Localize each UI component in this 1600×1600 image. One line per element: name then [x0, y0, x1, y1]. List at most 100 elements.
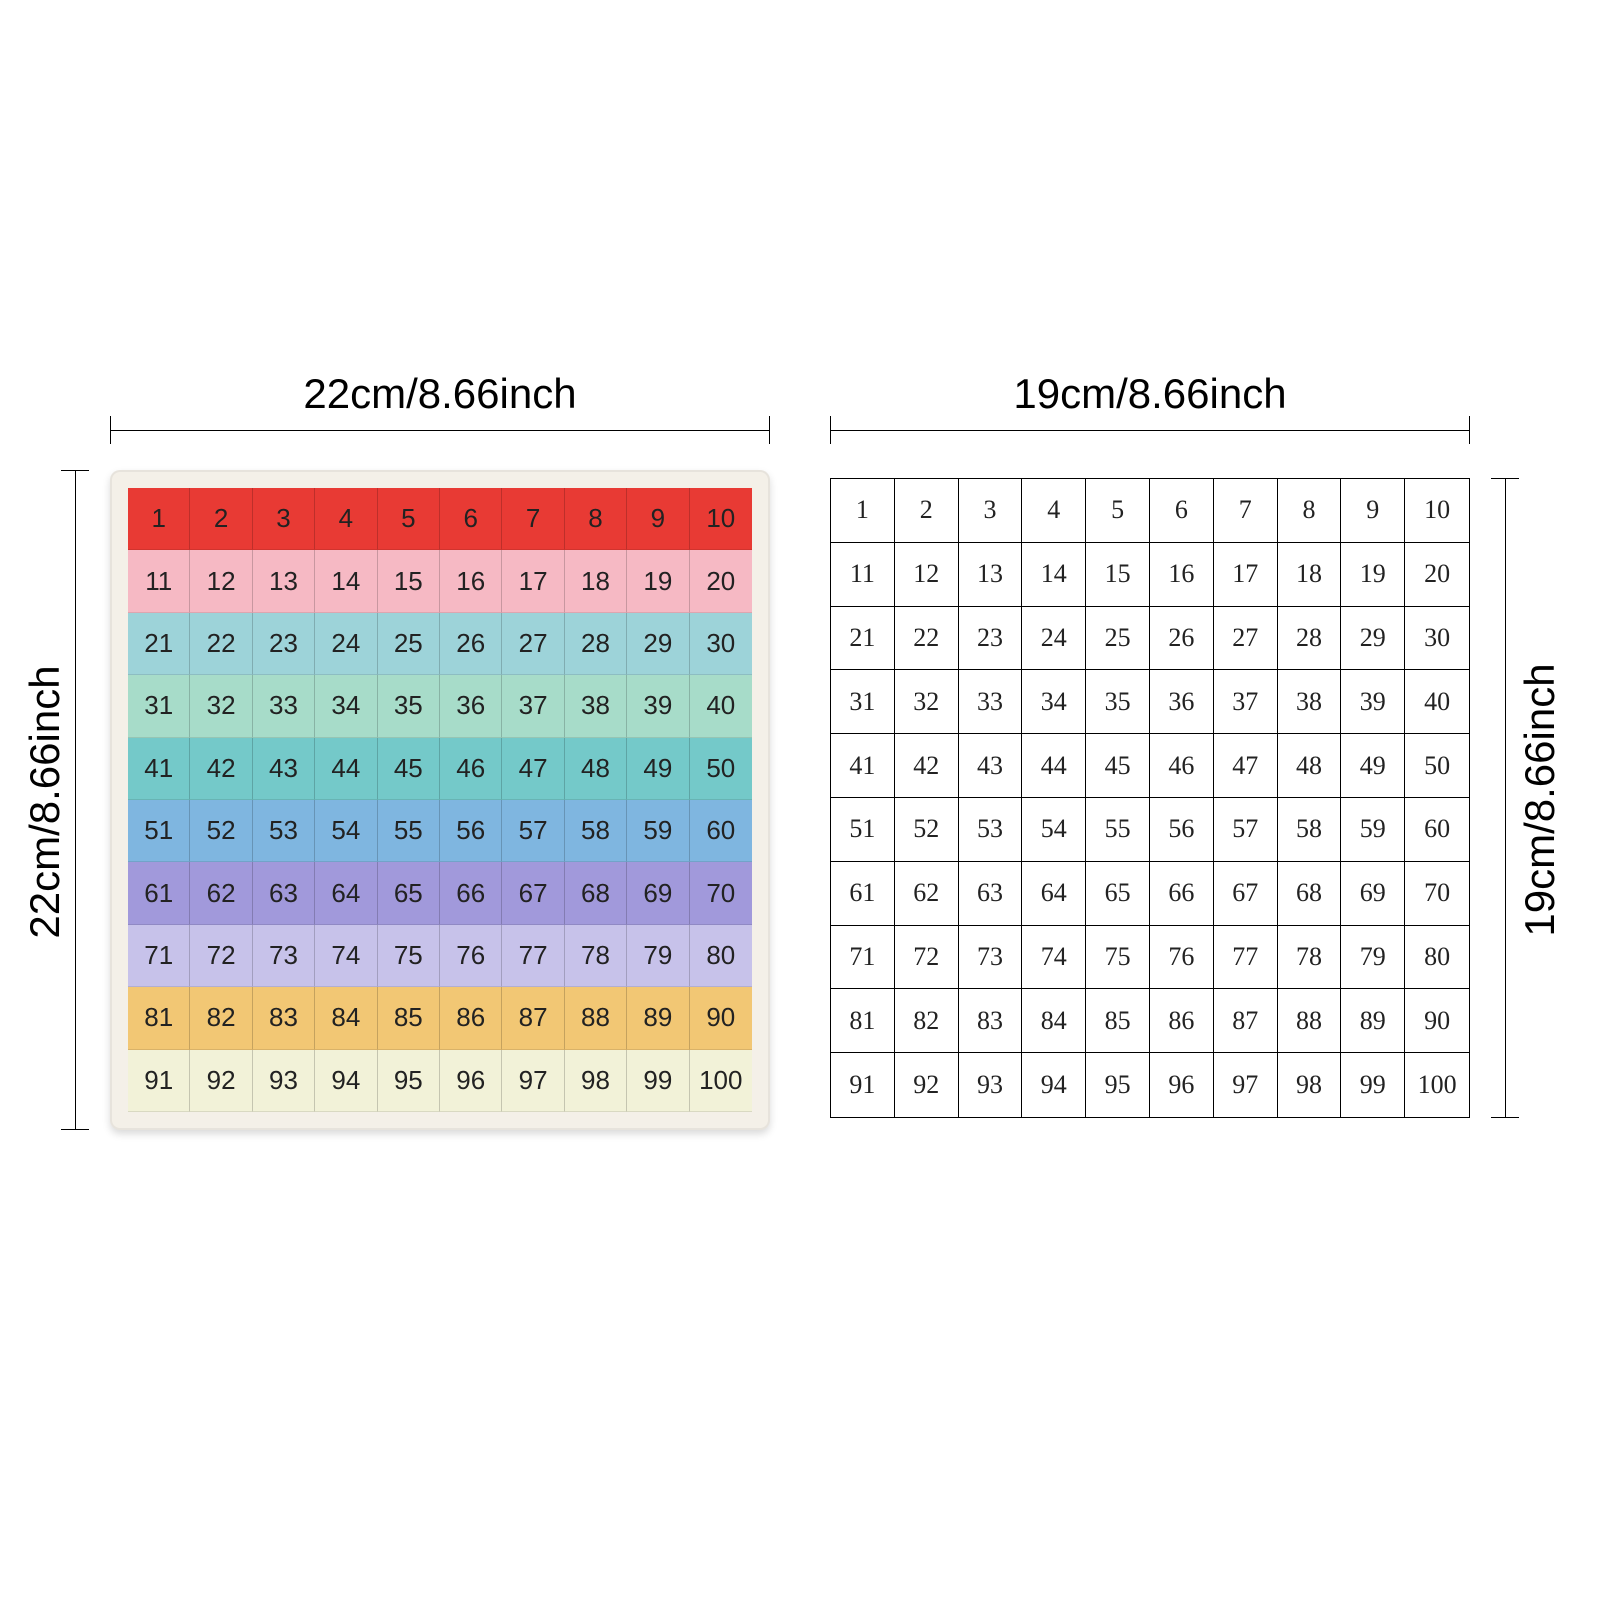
- cell: 69: [1341, 862, 1405, 926]
- tile: 13: [253, 550, 315, 612]
- cell: 74: [1022, 926, 1086, 990]
- tile: 28: [565, 613, 627, 675]
- cell: 49: [1341, 734, 1405, 798]
- tile: 11: [128, 550, 190, 612]
- tile: 73: [253, 925, 315, 987]
- tile: 76: [440, 925, 502, 987]
- tile: 86: [440, 987, 502, 1049]
- tile: 12: [190, 550, 252, 612]
- tile: 55: [378, 800, 440, 862]
- tile: 14: [315, 550, 377, 612]
- cell: 60: [1405, 798, 1469, 862]
- tile: 88: [565, 987, 627, 1049]
- cell: 81: [831, 989, 895, 1053]
- cell: 90: [1405, 989, 1469, 1053]
- boards-row: 1234567891011121314151617181920212223242…: [110, 470, 1490, 1130]
- cell: 100: [1405, 1053, 1469, 1117]
- tile: 32: [190, 675, 252, 737]
- cell: 14: [1022, 543, 1086, 607]
- cell: 97: [1214, 1053, 1278, 1117]
- tile: 61: [128, 862, 190, 924]
- tile: 99: [627, 1050, 689, 1112]
- cell: 95: [1086, 1053, 1150, 1117]
- tile: 77: [502, 925, 564, 987]
- cell: 82: [895, 989, 959, 1053]
- cell: 48: [1278, 734, 1342, 798]
- cell: 31: [831, 670, 895, 734]
- tile: 56: [440, 800, 502, 862]
- tile: 15: [378, 550, 440, 612]
- cell: 7: [1214, 479, 1278, 543]
- cell: 59: [1341, 798, 1405, 862]
- cell: 76: [1150, 926, 1214, 990]
- tile: 40: [690, 675, 752, 737]
- tile: 5: [378, 488, 440, 550]
- cell: 32: [895, 670, 959, 734]
- tile: 48: [565, 738, 627, 800]
- cell: 24: [1022, 607, 1086, 671]
- tile: 81: [128, 987, 190, 1049]
- tile: 63: [253, 862, 315, 924]
- dim-line-left-width: [110, 430, 770, 431]
- cell: 68: [1278, 862, 1342, 926]
- cell: 41: [831, 734, 895, 798]
- cell: 93: [959, 1053, 1023, 1117]
- tile: 67: [502, 862, 564, 924]
- cell: 22: [895, 607, 959, 671]
- tile: 17: [502, 550, 564, 612]
- tile: 27: [502, 613, 564, 675]
- colored-board-frame: 1234567891011121314151617181920212223242…: [110, 470, 770, 1130]
- dim-line-right-height: [1505, 478, 1506, 1118]
- cell: 34: [1022, 670, 1086, 734]
- tile: 33: [253, 675, 315, 737]
- colored-number-grid: 1234567891011121314151617181920212223242…: [128, 488, 752, 1112]
- tile: 22: [190, 613, 252, 675]
- tile: 7: [502, 488, 564, 550]
- cell: 70: [1405, 862, 1469, 926]
- tile: 89: [627, 987, 689, 1049]
- tile: 93: [253, 1050, 315, 1112]
- tile: 68: [565, 862, 627, 924]
- tile: 52: [190, 800, 252, 862]
- tile: 60: [690, 800, 752, 862]
- tile: 38: [565, 675, 627, 737]
- tile: 24: [315, 613, 377, 675]
- tile: 19: [627, 550, 689, 612]
- tile: 1: [128, 488, 190, 550]
- cell: 75: [1086, 926, 1150, 990]
- tile: 18: [565, 550, 627, 612]
- dim-label-right-height: 19cm/8.66inch: [1516, 625, 1564, 975]
- tile: 78: [565, 925, 627, 987]
- tile: 58: [565, 800, 627, 862]
- tile: 91: [128, 1050, 190, 1112]
- cell: 89: [1341, 989, 1405, 1053]
- cell: 47: [1214, 734, 1278, 798]
- tile: 29: [627, 613, 689, 675]
- tile: 90: [690, 987, 752, 1049]
- cell: 33: [959, 670, 1023, 734]
- plain-number-grid: 1234567891011121314151617181920212223242…: [830, 478, 1470, 1118]
- tile: 43: [253, 738, 315, 800]
- tile: 46: [440, 738, 502, 800]
- cell: 3: [959, 479, 1023, 543]
- cell: 10: [1405, 479, 1469, 543]
- cell: 91: [831, 1053, 895, 1117]
- tile: 20: [690, 550, 752, 612]
- cell: 19: [1341, 543, 1405, 607]
- tile: 71: [128, 925, 190, 987]
- cell: 62: [895, 862, 959, 926]
- stage: 22cm/8.66inch 19cm/8.66inch 22cm/8.66inc…: [0, 0, 1600, 1600]
- tile: 53: [253, 800, 315, 862]
- cell: 6: [1150, 479, 1214, 543]
- cell: 78: [1278, 926, 1342, 990]
- tile: 74: [315, 925, 377, 987]
- tile: 95: [378, 1050, 440, 1112]
- tile: 87: [502, 987, 564, 1049]
- plain-board-wrap: 1234567891011121314151617181920212223242…: [830, 470, 1470, 1130]
- cell: 86: [1150, 989, 1214, 1053]
- tile: 51: [128, 800, 190, 862]
- cell: 63: [959, 862, 1023, 926]
- cell: 54: [1022, 798, 1086, 862]
- cell: 56: [1150, 798, 1214, 862]
- tile: 8: [565, 488, 627, 550]
